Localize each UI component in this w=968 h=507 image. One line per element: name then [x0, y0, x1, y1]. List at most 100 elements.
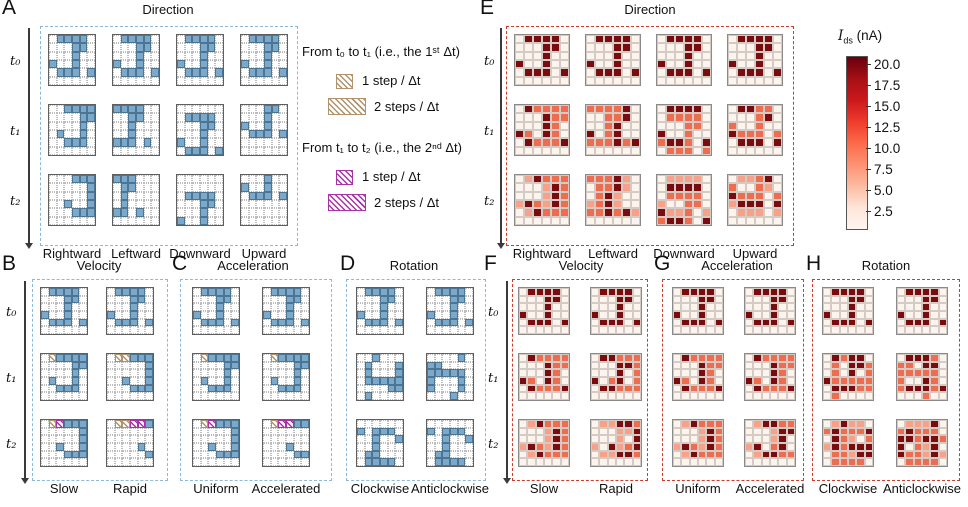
grid-cell	[107, 384, 115, 393]
grid-cell	[193, 295, 201, 304]
grid-cell	[145, 420, 153, 428]
legend-item-1step-purple: 1 step / Δt	[362, 169, 421, 184]
grid-cell	[137, 420, 146, 428]
grid-cell	[697, 310, 707, 319]
grid-cell	[823, 303, 832, 311]
grid-cell	[293, 458, 302, 466]
grid-cell	[193, 361, 201, 370]
grid-cell	[200, 420, 209, 428]
grid-cell	[372, 354, 380, 362]
grid-cell	[675, 216, 684, 225]
grid-cell	[778, 392, 787, 400]
grid-cell	[120, 105, 129, 114]
grid-cell	[684, 35, 693, 44]
grid-cell	[56, 295, 64, 304]
time-label-t₀: t₀	[488, 305, 499, 320]
grid-cell	[697, 369, 707, 377]
grid-cell	[657, 51, 666, 60]
grid-cell	[63, 326, 72, 334]
grid-cell	[764, 199, 773, 209]
grid-cell	[87, 208, 95, 217]
grid-cell	[552, 420, 561, 428]
grid-cell	[761, 435, 770, 443]
grid-cell	[535, 303, 544, 311]
grid-cell	[457, 435, 466, 443]
grid-cell	[657, 121, 666, 130]
grid-cell	[519, 458, 528, 466]
grid-cell	[71, 458, 80, 466]
grid-cell	[56, 208, 65, 217]
grid-cell	[624, 427, 633, 436]
grid-cell	[681, 392, 690, 400]
grid-cell	[63, 427, 72, 436]
grid-cell	[702, 208, 711, 217]
grid-cell	[714, 361, 723, 370]
grid-cell	[241, 175, 249, 184]
grid-cell	[122, 288, 130, 296]
grid-cell	[120, 113, 129, 122]
grid-cell	[551, 51, 560, 60]
grid-cell	[755, 216, 764, 225]
grid-cell	[215, 303, 224, 311]
grid-cell	[657, 216, 666, 225]
colorbar-tick: 7.5	[874, 162, 893, 177]
grid-cell	[177, 191, 185, 200]
grid-cell	[143, 105, 152, 114]
grid-cell	[897, 354, 906, 362]
grid-cell	[666, 43, 675, 52]
pixel-grid-E-Upward-t2	[727, 174, 783, 226]
grid-cell	[745, 427, 754, 436]
grid-cell	[856, 458, 865, 466]
grid-cell	[64, 175, 72, 184]
grid-cell	[199, 146, 208, 155]
grid-cell	[56, 376, 64, 385]
grid-cell	[666, 35, 675, 44]
grid-cell	[684, 199, 693, 209]
grid-cell	[864, 376, 873, 385]
grid-cell	[542, 199, 551, 209]
grid-cell	[632, 392, 641, 400]
grid-cell	[372, 450, 380, 459]
grid-cell	[49, 68, 57, 77]
grid-cell	[746, 146, 755, 155]
pixel-grid-E-Upward-t0	[727, 34, 783, 86]
grid-cell	[622, 175, 631, 184]
colorbar-tickmark	[866, 85, 871, 86]
grid-cell	[442, 442, 450, 451]
grid-cell	[631, 68, 640, 77]
legend-line-2: From t₁ to t₂ (i.e., the 2ⁿᵈ Δt)	[302, 140, 462, 155]
grid-cell	[737, 199, 746, 209]
grid-cell	[560, 191, 569, 200]
grid-cell	[607, 442, 616, 451]
grid-cell	[753, 295, 762, 304]
grid-cell	[543, 450, 553, 459]
grid-cell	[753, 288, 762, 296]
grid-cell	[706, 369, 715, 377]
grid-cell	[693, 113, 702, 122]
grid-cell	[387, 420, 396, 428]
grid-cell	[270, 427, 279, 436]
grid-cell	[151, 216, 159, 225]
grid-cell	[622, 68, 631, 77]
grid-cell	[79, 288, 87, 296]
grid-cell	[56, 138, 65, 147]
grid-cell	[122, 318, 130, 327]
grid-cell	[552, 384, 561, 393]
grid-cell	[207, 216, 216, 225]
grid-cell	[107, 369, 115, 377]
grid-cell	[87, 138, 95, 147]
grid-cell	[632, 420, 641, 428]
grid-cell	[560, 76, 569, 85]
grid-cell	[591, 392, 600, 400]
grid-cell	[208, 442, 216, 451]
grid-cell	[560, 450, 569, 459]
grid-cell	[702, 76, 711, 85]
grid-cell	[831, 435, 840, 443]
grid-cell	[208, 420, 216, 428]
grid-cell	[357, 354, 365, 362]
grid-cell	[586, 138, 595, 147]
grid-cell	[543, 295, 553, 304]
grid-cell	[192, 208, 200, 217]
grid-cell	[372, 310, 380, 319]
grid-cell	[372, 442, 380, 451]
